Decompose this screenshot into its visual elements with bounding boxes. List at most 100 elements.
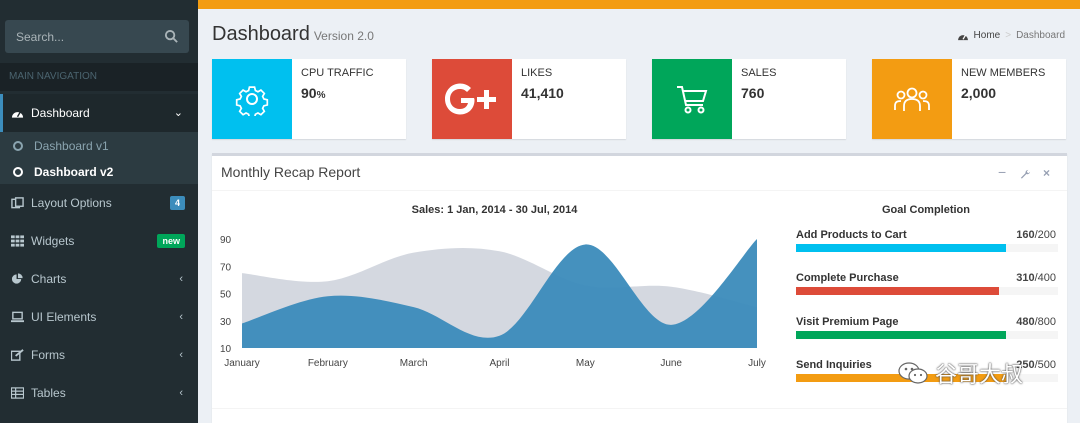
y-tick-label: 50 xyxy=(220,290,232,301)
info-box-label: LIKES xyxy=(521,67,553,79)
page-title-text: Dashboard xyxy=(212,23,310,45)
sidebar: MAIN NAVIGATION Dashboard ⌄ Dashboard v1… xyxy=(0,0,198,423)
progress-group: Visit Premium Page 480/800 xyxy=(796,316,1058,350)
sidebar-item-dashboard[interactable]: Dashboard ⌄ xyxy=(0,94,198,132)
search-icon[interactable] xyxy=(164,29,179,44)
page-title: Dashboard Version 2.0 xyxy=(212,23,374,46)
sidebar-item-layout-options[interactable]: Layout Options 4 xyxy=(0,184,198,222)
progress-bar xyxy=(796,331,1006,339)
chevron-left-icon: ‹ xyxy=(179,349,183,361)
info-box-label: SALES xyxy=(741,67,777,79)
sales-chart: 90 70 50 30 10 January February March April May Ju… xyxy=(220,235,766,369)
progress-group: Complete Purchase 310/400 xyxy=(796,272,1058,306)
shopping-cart-icon xyxy=(677,86,708,114)
sidebar-item-label: UI Elements xyxy=(31,310,97,324)
sidebar-search-form xyxy=(5,20,189,53)
goal-completion-title: Goal Completion xyxy=(882,204,970,216)
dashboard-icon xyxy=(957,34,968,40)
progress-bar xyxy=(796,287,1000,295)
watermark: 谷哥大叔 xyxy=(897,357,1023,389)
info-box-unit: % xyxy=(316,90,326,101)
info-box-label: CPU TRAFFIC xyxy=(301,67,374,79)
table-icon xyxy=(11,387,24,399)
info-box-label: NEW MEMBERS xyxy=(961,67,1046,79)
series-area-1 xyxy=(242,239,757,348)
breadcrumb-separator: > xyxy=(1005,30,1012,41)
layout-options-badge: 4 xyxy=(169,196,185,210)
progress-track xyxy=(796,331,1058,339)
info-box-sales: SALES 760 xyxy=(652,59,846,139)
page-subtitle: Version 2.0 xyxy=(313,29,374,43)
dashboard-submenu: Dashboard v1 Dashboard v2 xyxy=(0,132,198,184)
sidebar-item-charts[interactable]: Charts ‹ xyxy=(0,260,198,298)
y-tick-label: 90 xyxy=(220,235,232,246)
chevron-left-icon: ‹ xyxy=(179,273,183,285)
info-box-likes: LIKES 41,410 xyxy=(432,59,626,139)
y-tick-label: 30 xyxy=(220,317,232,328)
progress-label: Visit Premium Page xyxy=(796,316,899,328)
nav-header: MAIN NAVIGATION xyxy=(0,63,198,91)
watermark-text: 谷哥大叔 xyxy=(935,363,1024,388)
info-box-icon-bg xyxy=(872,59,952,139)
box-footer-divider xyxy=(212,408,1067,409)
sidebar-item-label: Dashboard xyxy=(31,106,90,120)
info-box-new-members: NEW MEMBERS 2,000 xyxy=(872,59,1066,139)
progress-label: Send Inquiries xyxy=(796,359,872,371)
sidebar-item-label: Tables xyxy=(31,386,66,400)
progress-number: 160/200 xyxy=(1016,229,1056,241)
info-box-number: 41,410 xyxy=(521,85,564,101)
submenu-item-label: Dashboard v1 xyxy=(34,139,109,153)
progress-bar xyxy=(796,374,1006,382)
wrench-icon[interactable] xyxy=(1020,169,1031,180)
files-icon xyxy=(11,197,24,209)
gear-icon xyxy=(235,86,269,116)
progress-track xyxy=(796,287,1058,295)
y-tick-label: 10 xyxy=(220,344,232,355)
info-box-number: 760 xyxy=(741,85,765,101)
info-box-icon-bg xyxy=(432,59,512,139)
info-box-value: 90% xyxy=(301,85,325,101)
x-tick-label: June xyxy=(660,358,682,369)
submenu-item-label: Dashboard v2 xyxy=(34,165,114,179)
box-title: Monthly Recap Report xyxy=(221,164,361,180)
dashboard-icon xyxy=(11,111,24,118)
circle-icon xyxy=(13,167,23,177)
widgets-badge: new xyxy=(157,234,185,248)
progress-label: Complete Purchase xyxy=(796,272,899,284)
submenu-item-dashboard-v2[interactable]: Dashboard v2 xyxy=(0,159,198,185)
progress-bar xyxy=(796,244,1006,252)
google-plus-icon xyxy=(445,83,496,115)
close-icon[interactable]: × xyxy=(1043,166,1051,180)
wechat-icon xyxy=(898,362,928,384)
submenu-item-dashboard-v1[interactable]: Dashboard v1 xyxy=(0,133,198,159)
sidebar-item-forms[interactable]: Forms ‹ xyxy=(0,336,198,374)
collapse-icon[interactable]: − xyxy=(998,164,1007,180)
sidebar-item-widgets[interactable]: Widgets new xyxy=(0,222,198,260)
x-tick-label: May xyxy=(576,358,595,369)
progress-group: Add Products to Cart 160/200 xyxy=(796,229,1058,263)
progress-number: 310/400 xyxy=(1016,272,1056,284)
x-tick-label: July xyxy=(748,358,766,369)
sidebar-item-tables[interactable]: Tables ‹ xyxy=(0,374,198,412)
edit-icon xyxy=(11,349,24,361)
sidebar-item-label: Layout Options xyxy=(31,196,112,210)
info-box-cpu-traffic: CPU TRAFFIC 90% xyxy=(212,59,406,139)
x-tick-label: February xyxy=(308,358,348,369)
chart-title: Sales: 1 Jan, 2014 - 30 Jul, 2014 xyxy=(411,204,578,216)
x-tick-label: April xyxy=(489,358,509,369)
progress-number: 480/800 xyxy=(1016,316,1056,328)
progress-track xyxy=(796,244,1058,252)
info-box-icon-bg xyxy=(652,59,732,139)
laptop-icon xyxy=(11,311,24,323)
sidebar-item-label: Charts xyxy=(31,272,67,286)
sidebar-item-ui-elements[interactable]: UI Elements ‹ xyxy=(0,298,198,336)
box-header-divider xyxy=(212,190,1067,191)
info-box-icon-bg xyxy=(212,59,292,139)
y-tick-label: 70 xyxy=(220,262,232,273)
circle-icon xyxy=(13,141,23,151)
sidebar-item-label: Widgets xyxy=(31,234,75,248)
search-input[interactable] xyxy=(5,20,155,53)
info-box-number: 90 xyxy=(301,85,317,101)
x-tick-label: March xyxy=(400,358,428,369)
breadcrumb-home-link[interactable]: Home xyxy=(973,30,1001,41)
